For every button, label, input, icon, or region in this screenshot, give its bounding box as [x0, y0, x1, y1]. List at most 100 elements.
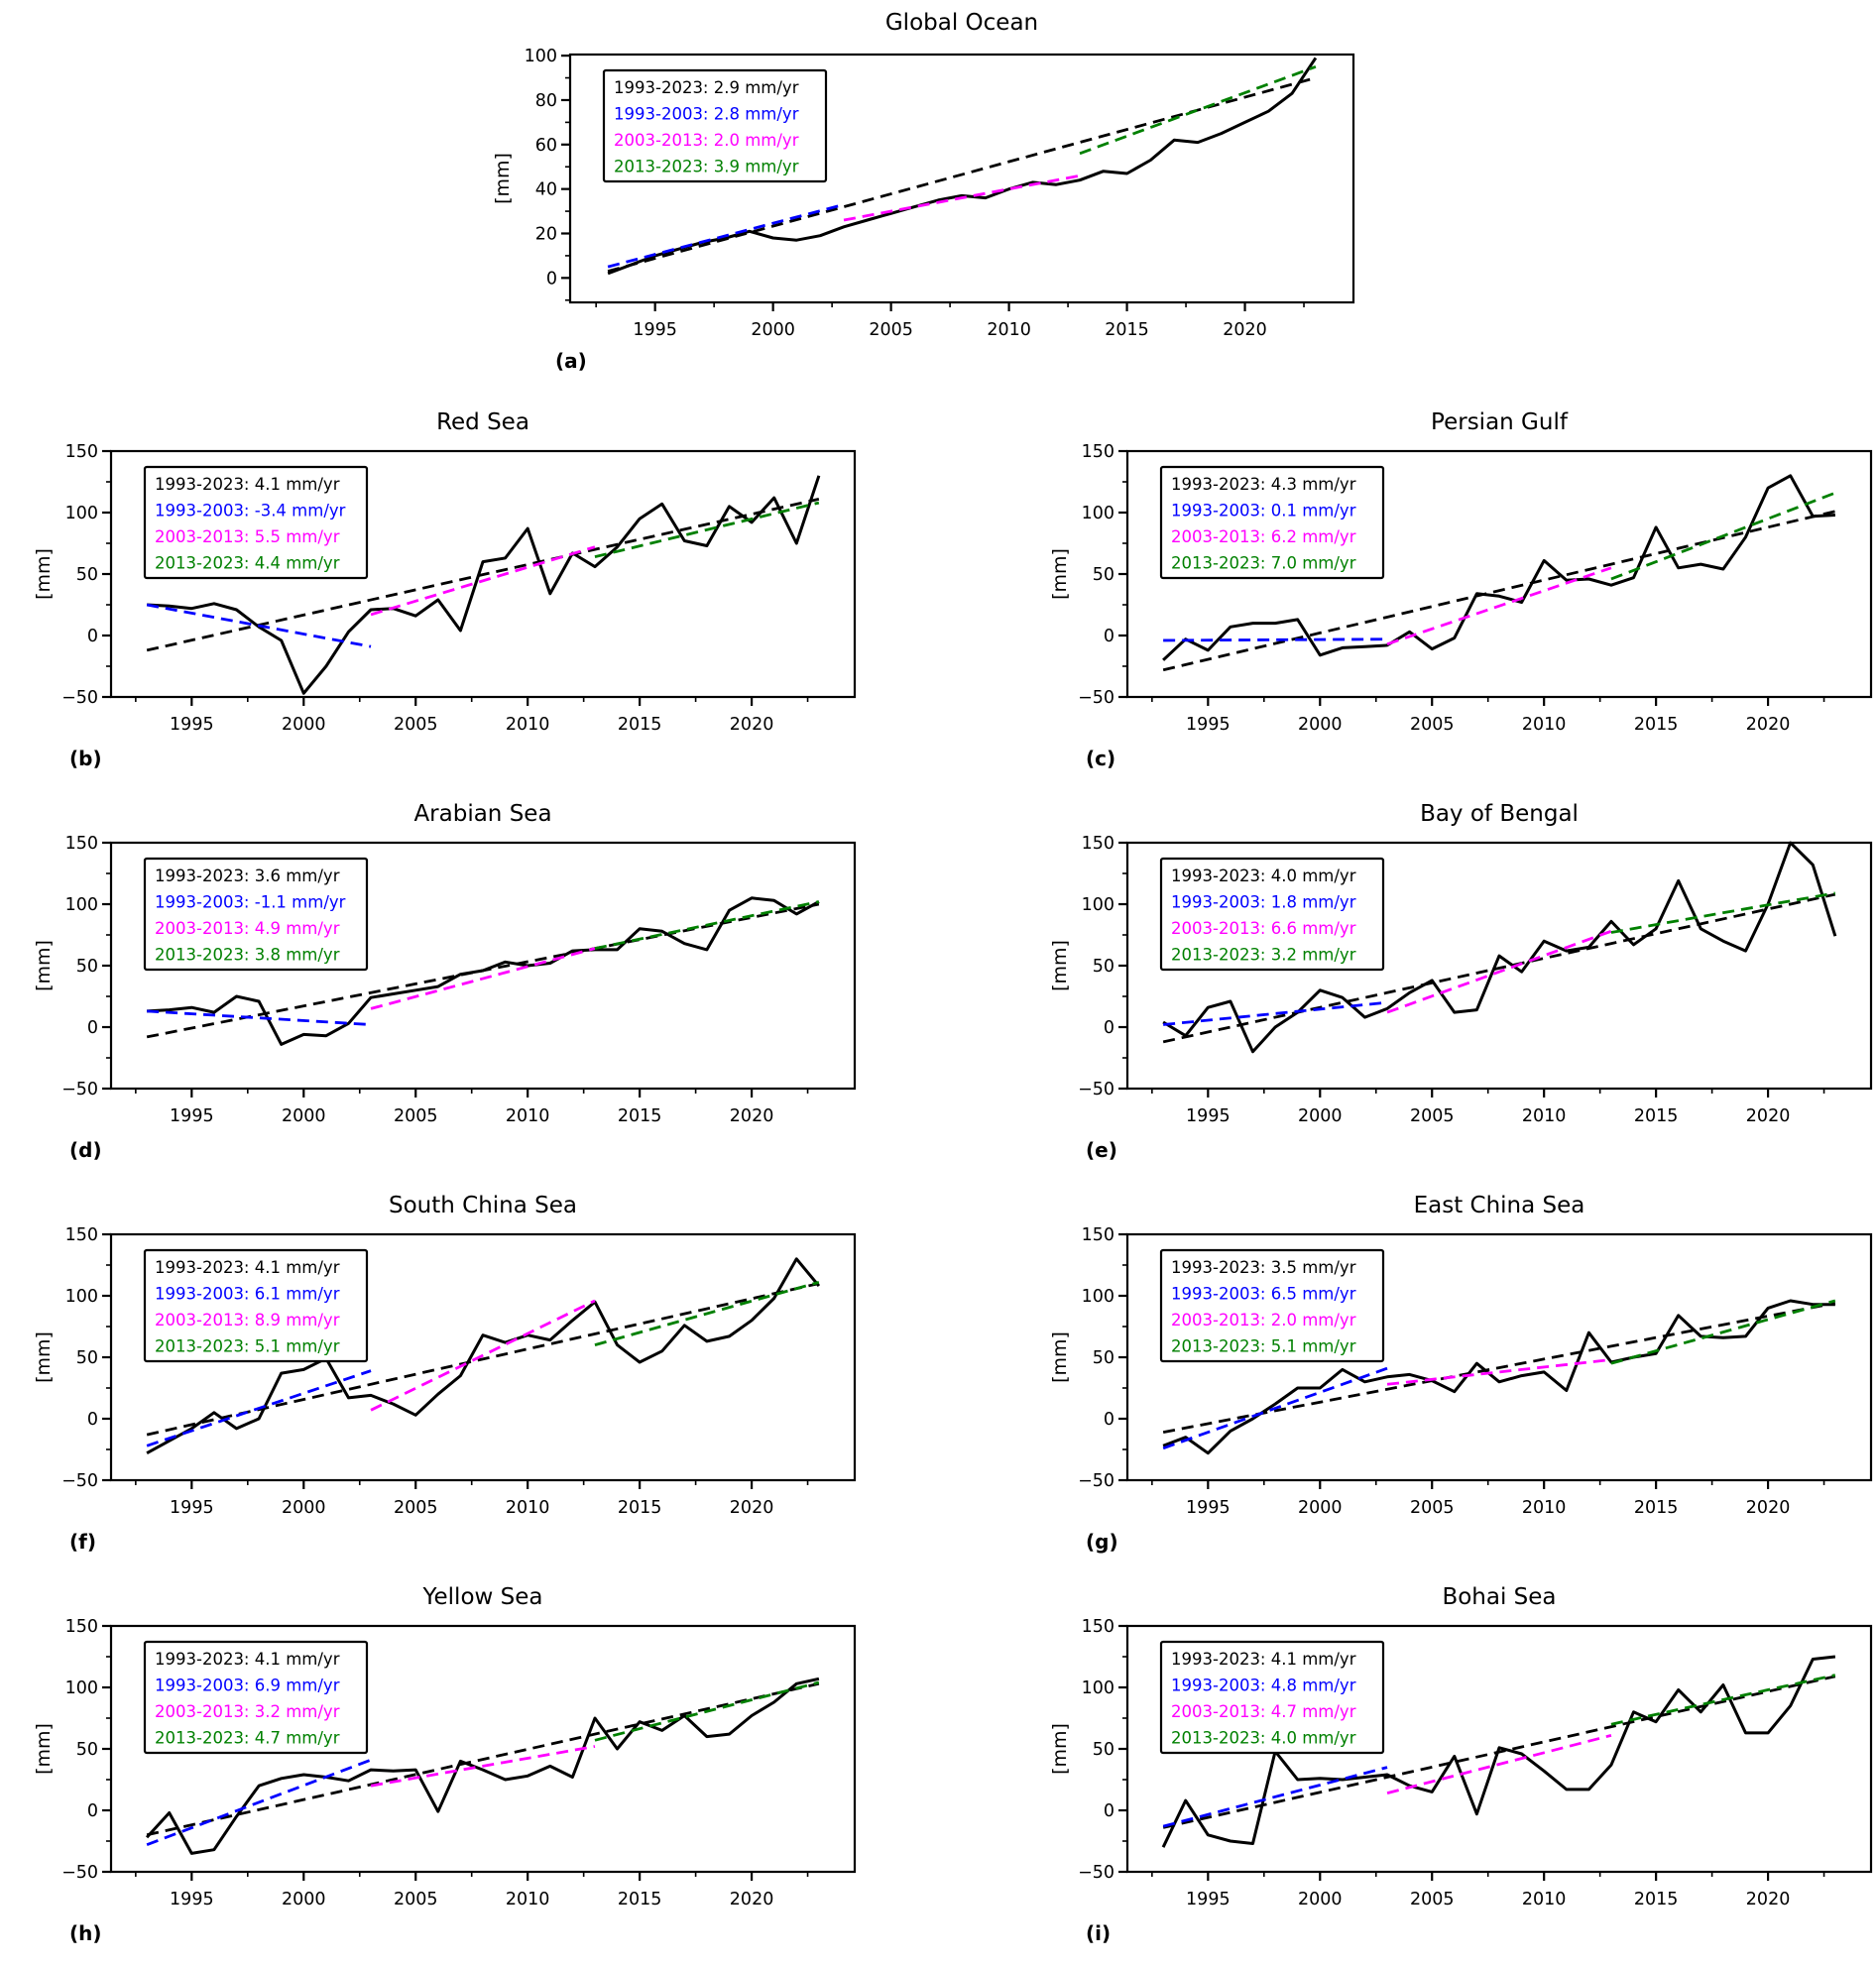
legend-entry: 2003-2013: 8.9 mm/yr: [155, 1311, 340, 1330]
x-tick-label: 2000: [282, 1498, 326, 1518]
plot-bay-of-bengal: 1995 2000 2005 2010 2015 2020 −50 0 50 100 150 [mm]…: [1049, 834, 1873, 1126]
plot-red-sea: 1995 2000 2005 2010 2015 2020 −50 0 50 100 150 [mm]…: [33, 442, 857, 735]
y-tick-label: 0: [87, 1801, 98, 1821]
y-tick-label: 100: [1082, 504, 1114, 523]
y-tick-label: 0: [1104, 1018, 1114, 1038]
x-tick-label: 1995: [1186, 1890, 1231, 1909]
panel-title: East China Sea: [1413, 1193, 1585, 1218]
legend-entry: 2013-2023: 4.4 mm/yr: [155, 554, 340, 573]
x-tick-label: 1995: [170, 1106, 214, 1126]
trend-line-2003-2013: [370, 947, 596, 1010]
trend-line-2003-2013: [370, 1745, 596, 1788]
y-axis-label: [mm]: [1049, 940, 1071, 991]
legend-box: [143, 857, 369, 972]
plot-bohai-sea: 1995 2000 2005 2010 2015 2020 −50 0 50 100 150 [mm]…: [1049, 1617, 1873, 1909]
plot-yellow-sea: 1995 2000 2005 2010 2015 2020 −50 0 50 100 150 [mm]…: [33, 1617, 857, 1909]
trend-line-2003-2013: [370, 545, 596, 617]
y-tick-label: 150: [65, 442, 98, 462]
y-axis-label: [mm]: [1049, 1331, 1071, 1383]
legend-box: [1159, 857, 1385, 972]
legend-entry: 1993-2023: 4.1 mm/yr: [155, 1258, 340, 1277]
trend-line-2003-2013: [1386, 929, 1612, 1014]
x-tick-label: 1995: [170, 1498, 214, 1518]
x-tick-label: 2010: [506, 1106, 550, 1126]
legend-entry: 1993-2023: 4.1 mm/yr: [155, 1650, 340, 1669]
legend-entry: 2003-2013: 6.6 mm/yr: [1171, 919, 1356, 938]
y-tick-label: 100: [65, 1678, 98, 1698]
x-tick-label: 2000: [1298, 1890, 1343, 1909]
y-tick-label: 50: [76, 1348, 98, 1368]
y-axis-label: [mm]: [33, 940, 55, 991]
x-tick-label: 2010: [1522, 1106, 1567, 1126]
panel-title: Red Sea: [436, 409, 529, 435]
legend-box: [143, 1640, 369, 1755]
legend-entry: 1993-2003: 1.8 mm/yr: [1171, 893, 1356, 912]
y-tick-label: 100: [65, 895, 98, 915]
plot-global-ocean: 1995 2000 2005 2010 2015 2020 0 20 40 60 80 100 [mm]…: [492, 47, 1355, 340]
trend-line-2003-2013: [1386, 566, 1612, 646]
y-tick-label: 0: [87, 1018, 98, 1038]
y-tick-label: 20: [535, 224, 557, 244]
y-tick-label: 50: [76, 565, 98, 585]
x-tick-label: 2020: [1223, 320, 1267, 340]
legend-entry: 2013-2023: 3.8 mm/yr: [155, 946, 340, 965]
legend-entry: 2003-2013: 4.7 mm/yr: [1171, 1702, 1356, 1721]
y-tick-label: 50: [76, 957, 98, 977]
plot-arabian-sea: 1995 2000 2005 2010 2015 2020 −50 0 50 100 150 [mm]…: [33, 834, 857, 1126]
x-tick-label: 2010: [506, 1498, 550, 1518]
plot-south-china-sea: 1995 2000 2005 2010 2015 2020 −50 0 50 100 150 [mm]…: [33, 1225, 857, 1518]
x-tick-label: 1995: [633, 320, 677, 340]
y-tick-label: 100: [65, 1287, 98, 1307]
legend-entry: 1993-2003: 6.5 mm/yr: [1171, 1285, 1356, 1304]
trend-line-2013-2023: [1610, 491, 1836, 581]
legend-entry: 2003-2013: 3.2 mm/yr: [155, 1702, 340, 1721]
legend-entry: 1993-2023: 4.3 mm/yr: [1171, 475, 1356, 494]
y-tick-label: 80: [535, 91, 557, 111]
legend-box: [602, 68, 828, 183]
legend-entry: 1993-2003: 4.8 mm/yr: [1171, 1677, 1356, 1695]
legend-entry: 2013-2023: 3.2 mm/yr: [1171, 946, 1356, 965]
x-tick-label: 1995: [1186, 1498, 1231, 1518]
y-axis-label: [mm]: [33, 548, 55, 600]
y-tick-label: 150: [1082, 1617, 1114, 1637]
panel-title: Bay of Bengal: [1420, 801, 1579, 827]
trend-line-2013-2023: [1610, 891, 1836, 934]
trend-line-1993-2003: [607, 202, 845, 269]
y-axis-label: [mm]: [33, 1723, 55, 1775]
x-tick-label: 2020: [730, 1498, 774, 1518]
legend-entry: 1993-2003: 6.1 mm/yr: [155, 1285, 340, 1304]
legend-entry: 1993-2003: -3.4 mm/yr: [155, 502, 346, 520]
x-tick-label: 2005: [394, 1498, 438, 1518]
panel-yellow-sea: Yellow Sea 1995 2000 2005 2010 2015 2020 −50 0 5…: [25, 1576, 897, 1966]
x-tick-label: 2010: [1522, 715, 1567, 735]
trend-line-2013-2023: [594, 1281, 820, 1346]
plot-east-china-sea: 1995 2000 2005 2010 2015 2020 −50 0 50 100 150 [mm]…: [1049, 1225, 1873, 1518]
legend-entry: 2013-2023: 5.1 mm/yr: [1171, 1337, 1356, 1356]
x-tick-label: 2000: [1298, 1106, 1343, 1126]
trend-line-2013-2023: [1610, 1299, 1836, 1365]
panel-arabian-sea: Arabian Sea 1995 2000 2005 2010 2015 2020 −50 0…: [25, 793, 897, 1210]
legend-entry: 1993-2003: 0.1 mm/yr: [1171, 502, 1356, 520]
x-tick-label: 2020: [730, 1890, 774, 1909]
y-tick-label: 100: [1082, 895, 1114, 915]
y-tick-label: 0: [87, 627, 98, 646]
x-tick-label: 2010: [987, 320, 1031, 340]
sea-level-line: [1162, 474, 1835, 661]
x-tick-label: 1995: [1186, 715, 1231, 735]
legend-entry: 2013-2023: 3.9 mm/yr: [614, 158, 799, 176]
x-tick-label: 2015: [1634, 1106, 1679, 1126]
trend-line-1993-2023: [1162, 510, 1836, 672]
trend-line-1993-2003: [146, 1369, 372, 1447]
x-tick-label: 2020: [1746, 1498, 1791, 1518]
y-tick-label: −50: [61, 1863, 98, 1883]
y-tick-label: 0: [1104, 627, 1114, 646]
trend-line-1993-2003: [146, 1758, 372, 1847]
y-tick-label: 150: [1082, 834, 1114, 854]
y-tick-label: −50: [1078, 1863, 1114, 1883]
x-tick-label: 1995: [170, 715, 214, 735]
x-tick-label: 1995: [1186, 1106, 1231, 1126]
y-axis-label: [mm]: [33, 1331, 55, 1383]
y-tick-label: −50: [1078, 1080, 1114, 1099]
panel-letter: (c): [1086, 747, 1116, 770]
trend-line-1993-2003: [147, 1009, 372, 1026]
